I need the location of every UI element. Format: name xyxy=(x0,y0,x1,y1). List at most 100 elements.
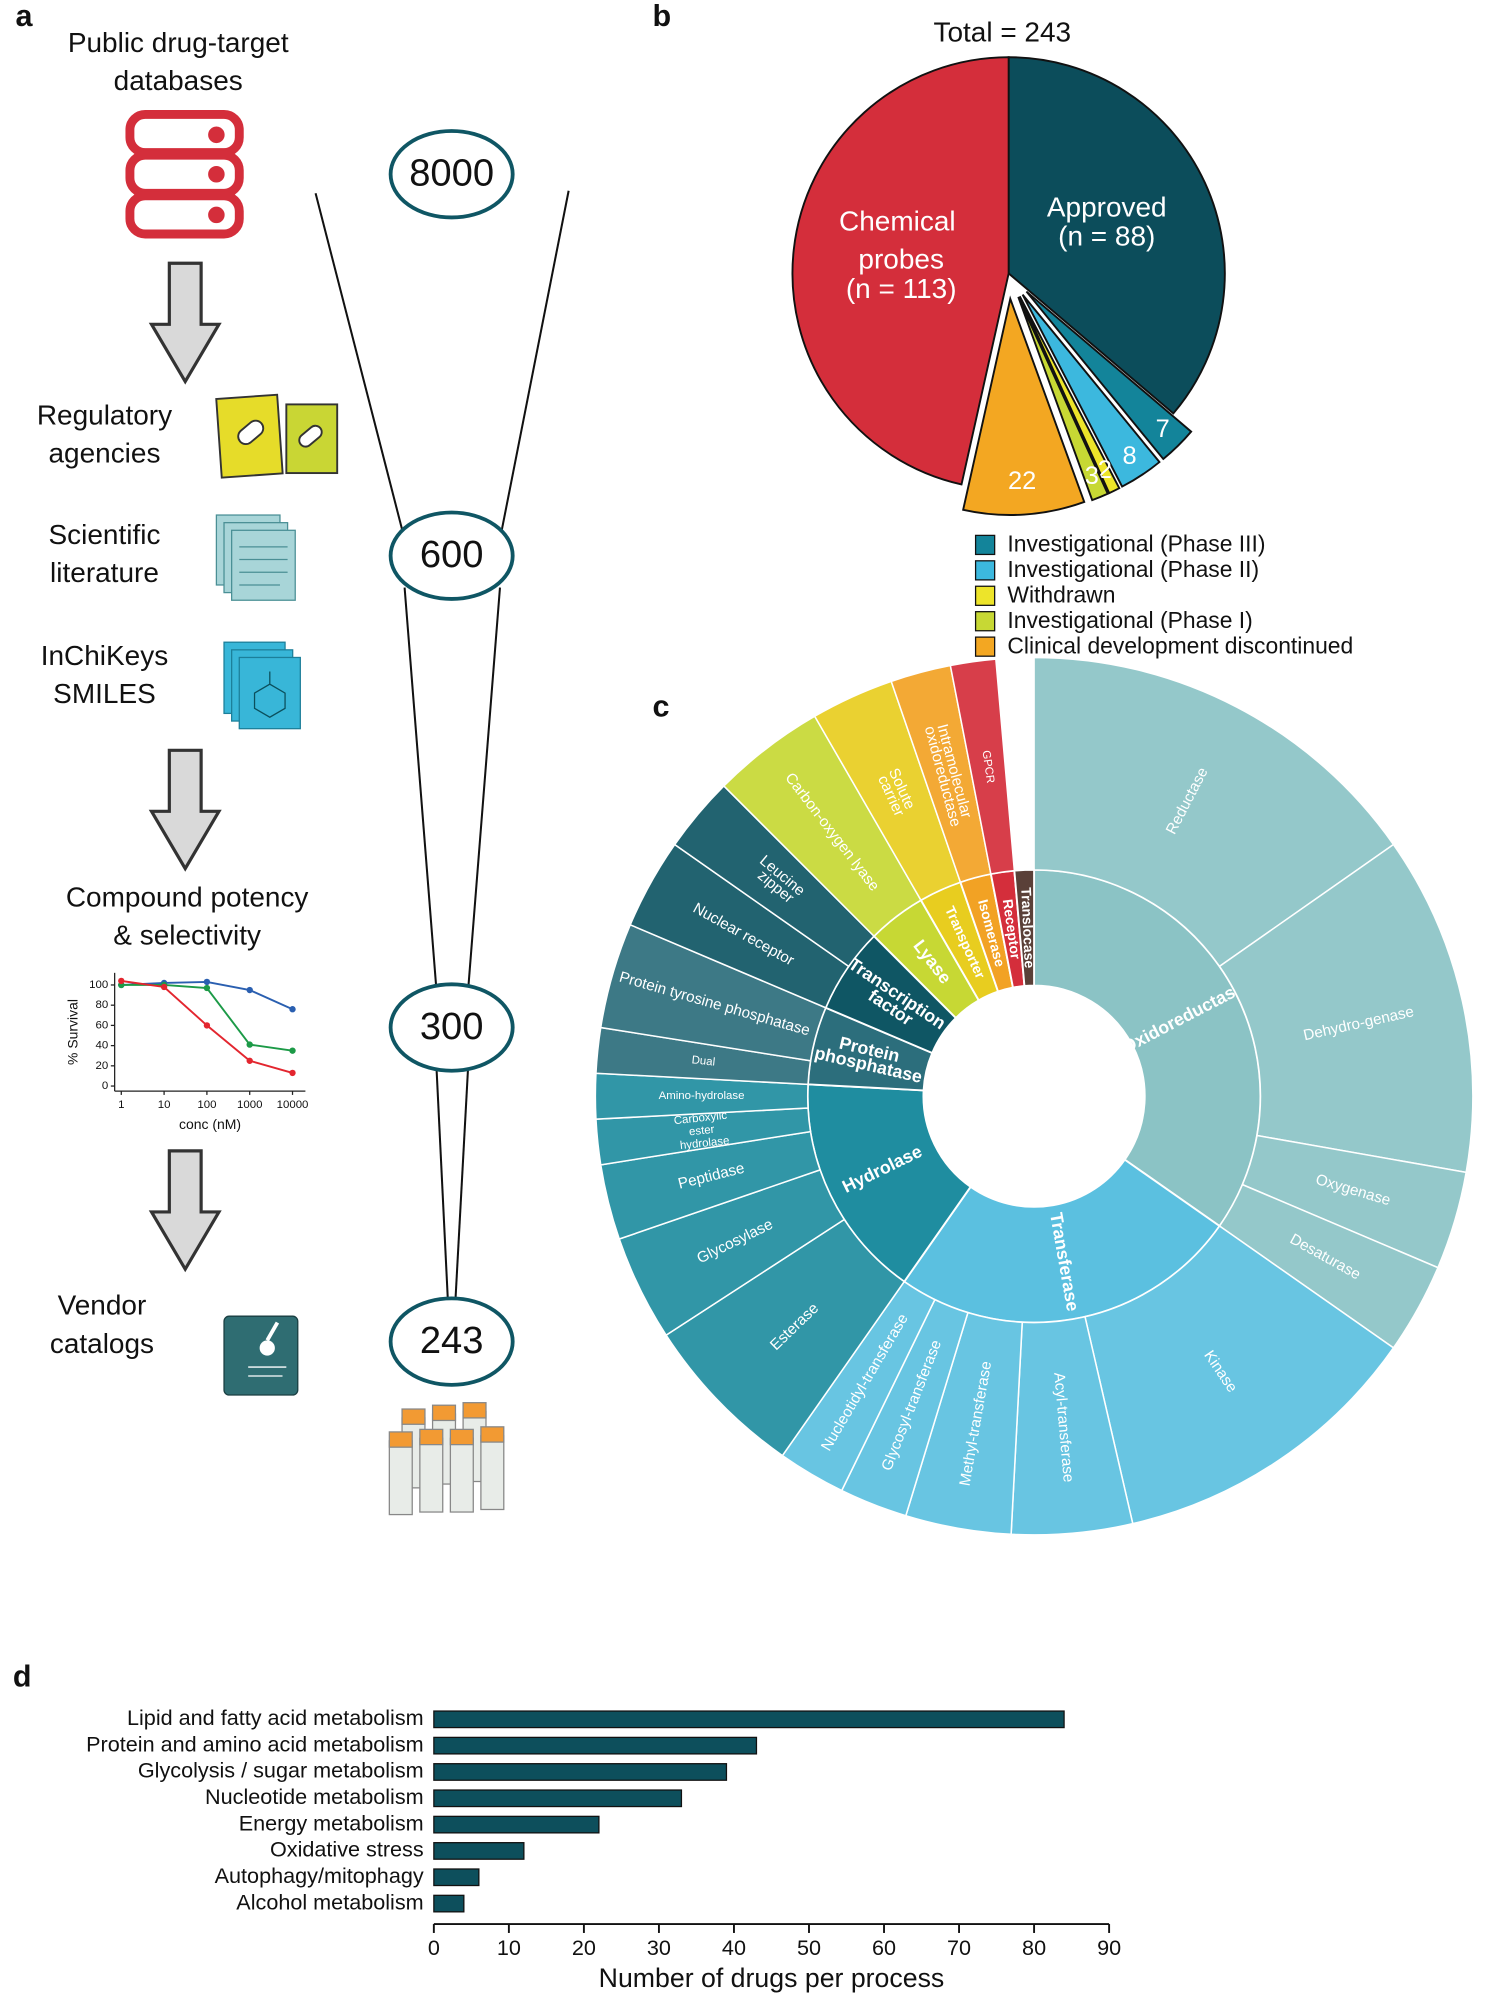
x-tick-label: 70 xyxy=(947,1935,971,1960)
legend-label: Clinical development discontinued xyxy=(1007,632,1353,658)
count-circle xyxy=(388,982,515,1073)
x-tick-label: 30 xyxy=(647,1935,671,1960)
data-point xyxy=(160,983,168,991)
x-tick-label: 0 xyxy=(428,1935,440,1960)
bar xyxy=(433,1789,683,1808)
x-tick-label: 90 xyxy=(1097,1935,1121,1960)
x-tick-label: 60 xyxy=(872,1935,896,1960)
text-line: Chemical xyxy=(839,206,963,237)
x-tick-label: 20 xyxy=(572,1935,596,1960)
y-tick-label: 80 xyxy=(96,999,109,1011)
step-label: agencies xyxy=(48,438,160,469)
step-label: Compound potency xyxy=(66,881,309,912)
x-axis-label: Number of drugs per process xyxy=(599,1963,945,1993)
panel-label: b xyxy=(653,0,672,33)
data-point xyxy=(118,977,125,985)
sunburst-segment xyxy=(1013,868,1036,988)
legend-swatch xyxy=(974,560,996,581)
y-tick-label: 40 xyxy=(96,1040,109,1052)
category-label: Alcohol metabolism xyxy=(236,1889,423,1914)
count-label: 243 xyxy=(420,1319,484,1362)
legend-label: Investigational (Phase III) xyxy=(1007,531,1265,557)
sunburst-subsegment xyxy=(1218,843,1474,1174)
arrows xyxy=(148,261,222,1273)
legend-label: Investigational (Phase II) xyxy=(1007,556,1259,582)
literature-icon xyxy=(215,514,296,601)
segment-label: GPCR xyxy=(980,750,996,784)
category-label: Nucleotide metabolism xyxy=(205,1784,424,1809)
pie-slice xyxy=(1025,290,1193,461)
pie-slice xyxy=(962,295,1086,516)
x-axis-label: conc (nM) xyxy=(179,1116,241,1132)
database-icon xyxy=(125,110,244,239)
step-label: Scientific xyxy=(49,519,161,550)
sunburst-subsegment xyxy=(1033,656,1395,968)
segment-label: Translocase xyxy=(1018,887,1038,969)
count-circle xyxy=(388,129,515,220)
count-label: 600 xyxy=(420,533,484,576)
bar xyxy=(433,1815,600,1834)
text-line: hydrolase xyxy=(679,1135,730,1152)
segment-label: Amino-hydrolase xyxy=(659,1090,745,1102)
chart-title: Total = 243 xyxy=(933,17,1071,48)
x-tick-label: 1 xyxy=(118,1099,124,1111)
pie-slice xyxy=(1017,296,1109,502)
step-label: Public drug-target xyxy=(68,27,289,58)
legend-swatch xyxy=(974,636,996,657)
data-point xyxy=(203,984,211,992)
x-tick-label: 100 xyxy=(197,1099,216,1111)
panel-label: a xyxy=(15,0,33,33)
value-label: 7 xyxy=(1156,415,1170,443)
bar xyxy=(433,1736,758,1755)
legend-swatch xyxy=(974,534,996,556)
value-label: 3 xyxy=(1085,462,1099,490)
count-label: 8000 xyxy=(409,152,494,195)
vials-icon xyxy=(388,1402,505,1516)
y-tick-label: 0 xyxy=(102,1080,108,1092)
y-tick-label: 100 xyxy=(89,979,108,991)
x-tick-label: 10000 xyxy=(277,1099,309,1111)
category-label: Glycolysis / sugar metabolism xyxy=(138,1758,424,1783)
data-point xyxy=(289,1069,296,1077)
step-label: & selectivity xyxy=(113,920,261,951)
data-point xyxy=(246,986,253,994)
step-label: catalogs xyxy=(50,1328,154,1359)
category-label: Energy metabolism xyxy=(239,1810,424,1835)
bar xyxy=(433,1868,480,1887)
x-tick-label: 50 xyxy=(797,1935,821,1960)
bar xyxy=(433,1842,525,1860)
step-label: literature xyxy=(50,557,159,588)
x-tick-label: 10 xyxy=(158,1099,171,1111)
text-line: ester xyxy=(689,1124,719,1139)
x-tick-label: 40 xyxy=(722,1935,746,1960)
data-point xyxy=(246,1057,253,1064)
category-label: Lipid and fatty acid metabolism xyxy=(127,1705,424,1730)
step-label: databases xyxy=(114,65,243,96)
step-label: Regulatory xyxy=(37,400,172,431)
y-axis-label: % Survival xyxy=(65,999,81,1065)
panel-label: d xyxy=(13,1660,32,1694)
pie-slice xyxy=(1018,295,1121,495)
slice-name: Approved xyxy=(1047,191,1167,222)
text-line: probes xyxy=(858,244,944,275)
category-label: Protein and amino acid metabolism xyxy=(86,1731,424,1756)
sunburst-subsegment xyxy=(1084,1224,1395,1525)
agency-books xyxy=(215,393,339,479)
category-label: Autophagy/mitophagy xyxy=(215,1863,424,1888)
data-point xyxy=(289,1006,296,1013)
series-line xyxy=(121,984,293,1052)
value-label: 22 xyxy=(1008,467,1036,495)
catalog-icon xyxy=(223,1315,299,1396)
value-label: (n = 113) xyxy=(846,273,957,304)
y-tick-label: 20 xyxy=(96,1060,109,1072)
bar xyxy=(433,1894,465,1913)
step-label: SMILES xyxy=(53,678,156,709)
pie-slice xyxy=(791,56,1010,486)
step-label: InChiKeys xyxy=(41,640,168,671)
pie-slice xyxy=(1021,294,1161,488)
count-label: 300 xyxy=(420,1005,484,1048)
segment-label: Dual xyxy=(691,1054,716,1068)
step-label: Vendor xyxy=(58,1290,147,1321)
value-label: 2 xyxy=(1098,456,1112,484)
